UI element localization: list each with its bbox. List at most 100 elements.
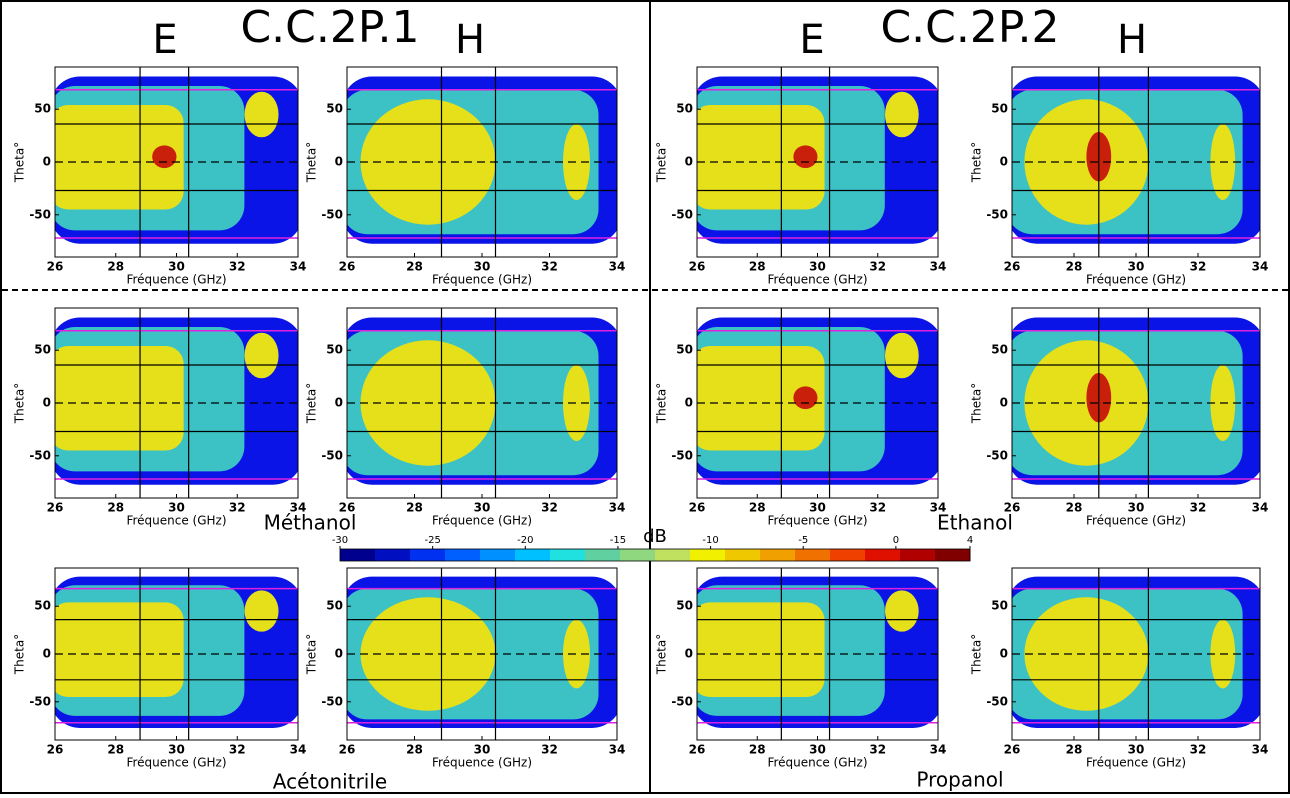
colorbar-tick-label: -25: [424, 535, 440, 546]
x-tick-label: 30: [168, 501, 185, 515]
contour-red: [152, 145, 177, 169]
x-tick-label: 30: [474, 743, 491, 757]
x-tick-label: 28: [107, 743, 124, 757]
x-tick-label: 32: [541, 260, 558, 274]
colorbar-swatch: [935, 549, 971, 561]
group-title: C.C.2P.2: [880, 2, 1059, 53]
y-tick-label: 0: [335, 647, 343, 661]
x-tick-label: 30: [474, 501, 491, 515]
contour-layers: [697, 308, 938, 498]
y-axis-label: Theta°: [655, 142, 669, 183]
contour-yellow: [244, 332, 279, 379]
colorbar-swatch: [655, 549, 691, 561]
x-tick-label: 34: [609, 260, 626, 274]
contour-red: [793, 145, 818, 169]
contour-yellow: [563, 365, 590, 441]
contour-panel: 26 28 30 32 34 50 0 -50 Fréquence (GHz) Theta°: [655, 66, 947, 287]
y-tick-label: -50: [29, 448, 51, 462]
x-tick-label: 30: [809, 501, 826, 515]
contour-yellow: [697, 346, 825, 451]
colorbar-frame: [339, 548, 971, 562]
colorbar-tick-label: -10: [702, 535, 718, 546]
x-tick-label: 32: [229, 501, 246, 515]
contour-layers: [347, 308, 617, 498]
colorbar-swatch: [620, 549, 656, 561]
contour-panel: 26 28 30 32 34 50 0 -50 Fréquence (GHz) Theta°: [655, 567, 947, 770]
y-tick-label: 50: [676, 102, 693, 116]
x-tick-label: 28: [749, 260, 766, 274]
colorbar-swatch: [760, 549, 796, 561]
x-tick-label: 34: [1252, 260, 1269, 274]
x-tick-label: 28: [406, 501, 423, 515]
contour-panel: 26 28 30 32 34 50 0 -50 Fréquence (GHz) Theta°: [970, 307, 1269, 528]
colorbar-swatch: [900, 549, 936, 561]
y-tick-label: 50: [991, 343, 1008, 357]
x-tick-label: 32: [1190, 260, 1207, 274]
x-tick-label: 28: [107, 260, 124, 274]
x-axis-label: Fréquence (GHz): [126, 514, 226, 528]
y-tick-label: 50: [34, 599, 51, 613]
x-tick-label: 28: [107, 501, 124, 515]
y-tick-label: -50: [671, 448, 693, 462]
contour-layers: [1012, 308, 1260, 498]
y-tick-label: -50: [29, 694, 51, 708]
contour-yellow: [1024, 340, 1149, 466]
x-axis-label: Fréquence (GHz): [1086, 514, 1186, 528]
y-tick-label: 0: [685, 396, 693, 410]
colorbar-label: dB: [643, 526, 667, 547]
contour-yellow: [884, 332, 919, 379]
x-tick-label: 34: [290, 501, 307, 515]
y-tick-label: 50: [991, 102, 1008, 116]
column-title: H: [1117, 17, 1147, 63]
contour-panel: 26 28 30 32 34 50 0 -50 Fréquence (GHz) Theta°: [970, 567, 1268, 770]
y-tick-label: 50: [34, 102, 51, 116]
y-axis-label: Theta°: [655, 634, 669, 675]
y-tick-label: 50: [326, 599, 343, 613]
x-tick-label: 26: [1004, 501, 1021, 515]
x-axis-label: Fréquence (GHz): [1086, 756, 1186, 770]
x-tick-label: 34: [609, 501, 626, 515]
y-tick-label: -50: [986, 694, 1008, 708]
x-tick-label: 34: [930, 260, 947, 274]
x-tick-label: 26: [47, 743, 64, 757]
x-tick-label: 34: [930, 743, 947, 757]
x-tick-label: 26: [339, 743, 356, 757]
y-axis-label: Theta°: [655, 383, 669, 424]
x-tick-label: 30: [1128, 260, 1145, 274]
x-tick-label: 26: [689, 260, 706, 274]
y-tick-label: 0: [335, 396, 343, 410]
contour-yellow: [55, 105, 184, 210]
y-axis-label: Theta°: [13, 142, 27, 183]
y-tick-label: 50: [676, 343, 693, 357]
x-tick-label: 30: [809, 743, 826, 757]
x-tick-label: 26: [47, 260, 64, 274]
contour-panel: 26 28 30 32 34 50 0 -50 Fréquence (GHz) Theta°: [13, 66, 306, 287]
x-tick-label: 28: [1066, 501, 1083, 515]
contour-yellow: [697, 602, 825, 697]
x-tick-label: 32: [869, 501, 886, 515]
y-tick-label: 50: [326, 102, 343, 116]
colorbar-swatch: [585, 549, 621, 561]
colorbar-tick-label: -15: [610, 535, 626, 546]
y-axis-label: Theta°: [970, 634, 984, 675]
y-tick-label: 50: [991, 599, 1008, 613]
contour-layers: [347, 568, 617, 740]
column-title: E: [152, 17, 177, 63]
x-tick-label: 32: [229, 743, 246, 757]
column-title: E: [799, 17, 824, 63]
x-tick-label: 28: [1066, 743, 1083, 757]
x-axis-label: Fréquence (GHz): [767, 273, 867, 287]
x-tick-label: 30: [168, 260, 185, 274]
y-tick-label: 0: [43, 155, 51, 169]
x-tick-label: 26: [47, 501, 64, 515]
y-tick-label: -50: [986, 448, 1008, 462]
contour-yellow: [697, 105, 825, 210]
contour-yellow: [55, 602, 184, 697]
x-tick-label: 26: [689, 743, 706, 757]
x-tick-label: 34: [1252, 501, 1269, 515]
contour-panel: 26 28 30 32 34 50 0 -50 Fréquence (GHz) Theta°: [13, 567, 306, 770]
y-axis-label: Theta°: [13, 383, 27, 424]
x-tick-label: 28: [749, 501, 766, 515]
x-tick-label: 34: [609, 743, 626, 757]
